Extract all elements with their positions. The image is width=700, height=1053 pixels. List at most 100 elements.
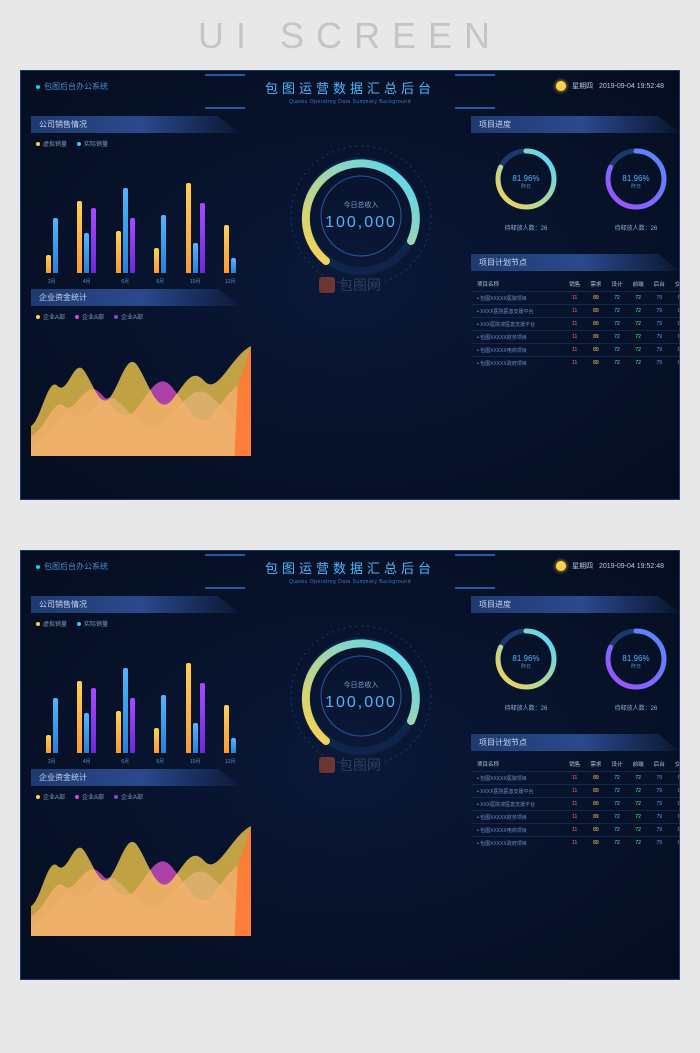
table-cell: 91	[670, 811, 680, 824]
bar	[46, 735, 51, 753]
bar-group: 4月	[77, 201, 96, 273]
gauge-label: 今日总收入	[325, 200, 397, 210]
bar-chart-panel: 公司销售情况 虚拟销量 实际销量 2月4月6月8月10月12月	[31, 116, 251, 281]
table-header: 销售	[564, 757, 585, 772]
table-cell: 11	[564, 292, 585, 305]
dashboard-header: 包图后台办公系统 包图运营数据汇总后台 Qianku Operating Dat…	[21, 71, 679, 111]
header-datetime: 星期四 2019-09-04 19:52:48	[556, 81, 664, 91]
table-cell: 91	[670, 837, 680, 850]
table-header: 后台	[649, 757, 670, 772]
table-row: 包图XXXXX电商项目118972727991	[471, 344, 680, 357]
bar	[84, 233, 89, 273]
table-cell: 包图XXXXX医院项目	[471, 772, 564, 785]
table-cell: 72	[606, 344, 627, 357]
bar	[193, 243, 198, 273]
table-header: 前端	[628, 277, 649, 292]
area-chart-legend: 企业A部 企业A部 企业A部	[31, 792, 251, 801]
gauge-value: 100,000	[325, 214, 397, 232]
table-cell: 11	[564, 344, 585, 357]
table-cell: 72	[606, 305, 627, 318]
dashboard-panel: 包图网 包图后台办公系统 包图运营数据汇总后台 Qianku Operating…	[20, 550, 680, 980]
table-cell: 79	[649, 785, 670, 798]
table-cell: 79	[649, 824, 670, 837]
table-header: 后台	[649, 277, 670, 292]
gauge-value: 100,000	[325, 694, 397, 712]
bar	[123, 188, 128, 273]
bar	[200, 683, 205, 753]
bar	[91, 208, 96, 273]
area-chart	[31, 326, 251, 456]
ring-sub: 昨日	[622, 663, 649, 670]
table-cell: 72	[606, 357, 627, 370]
table-cell: 91	[670, 798, 680, 811]
bar-group: 6月	[116, 188, 135, 273]
legend-label: 虚拟销量	[43, 139, 67, 148]
table-row: XXXX医院医患支援平台118972727991	[471, 305, 680, 318]
table-cell: 79	[649, 331, 670, 344]
table-cell: XXXX医院医患支援平台	[471, 785, 564, 798]
bar	[91, 688, 96, 753]
data-table: 项目名称销售需求设计前端后台交付包图XXXXX医院项目118972727991X…	[471, 277, 680, 369]
bar-group: 2月	[46, 218, 58, 273]
table-title: 项目计划节点	[471, 734, 680, 751]
legend-label: 实际销量	[84, 619, 108, 628]
bar	[161, 695, 166, 753]
legend-label: 实际销量	[84, 139, 108, 148]
bar-label: 2月	[48, 278, 56, 285]
table-cell: 72	[606, 824, 627, 837]
table-cell: 89	[585, 357, 606, 370]
table-cell: 72	[606, 318, 627, 331]
table-header: 交付	[670, 757, 680, 772]
bar-label: 4月	[83, 758, 91, 765]
bar-chart: 2月4月6月8月10月12月	[31, 633, 251, 753]
bar-label: 6月	[121, 758, 129, 765]
table-cell: XXX医院液医患支援平台	[471, 318, 564, 331]
table-cell: 72	[628, 318, 649, 331]
day-of-week: 星期四	[572, 561, 593, 571]
table-panel: 项目计划节点 项目名称销售需求设计前端后台交付包图XXXXX医院项目118972…	[471, 254, 680, 494]
ring-sub: 昨日	[512, 183, 539, 190]
table-cell: 72	[628, 331, 649, 344]
table-cell: 72	[628, 837, 649, 850]
table-cell: 89	[585, 331, 606, 344]
table-cell: 包图XXXXX医院项目	[471, 292, 564, 305]
table-cell: 72	[606, 292, 627, 305]
table-header: 项目名称	[471, 277, 564, 292]
progress-ring: 81.96% 昨日 待释放人数：26	[601, 624, 671, 712]
ring-sub: 昨日	[512, 663, 539, 670]
progress-ring: 81.96% 昨日 待释放人数：26	[601, 144, 671, 232]
table-cell: 89	[585, 824, 606, 837]
dashboard-panel: 包图网 包图后台办公系统 包图运营数据汇总后台 Qianku Operating…	[20, 70, 680, 500]
title-frame: 包图运营数据汇总后台 Qianku Operating Data Summary…	[235, 74, 465, 109]
ring-footer: 待释放人数：26	[491, 703, 561, 712]
table-cell: 72	[606, 798, 627, 811]
ring-percent: 81.96%	[622, 174, 649, 183]
bar	[200, 203, 205, 273]
table-row: 包图XXXXX医院项目118972727991	[471, 772, 680, 785]
bar-group: 10月	[186, 663, 205, 753]
area-chart-panel: 企业资金统计 企业A部 企业A部 企业A部	[31, 769, 251, 974]
table-cell: 11	[564, 772, 585, 785]
table-cell: 11	[564, 305, 585, 318]
area-chart-title: 企业资金统计	[31, 769, 251, 786]
bar	[123, 668, 128, 753]
table-cell: 89	[585, 785, 606, 798]
header-datetime: 星期四 2019-09-04 19:52:48	[556, 561, 664, 571]
table-cell: 91	[670, 318, 680, 331]
table-cell: 72	[628, 344, 649, 357]
progress-title: 项目进度	[471, 116, 680, 133]
bar	[46, 255, 51, 273]
page-title: 包图运营数据汇总后台	[265, 78, 435, 97]
system-name: 包图后台办公系统	[36, 561, 108, 572]
legend-label: 虚拟销量	[43, 619, 67, 628]
table-header: 前端	[628, 757, 649, 772]
table-title: 项目计划节点	[471, 254, 680, 271]
table-cell: 79	[649, 772, 670, 785]
bar	[154, 248, 159, 273]
table-row: XXX医院液医患支援平台118972727991	[471, 318, 680, 331]
table-cell: 11	[564, 798, 585, 811]
table-cell: 包图XXXXX政府项目	[471, 357, 564, 370]
bar-chart-panel: 公司销售情况 虚拟销量 实际销量 2月4月6月8月10月12月	[31, 596, 251, 761]
ring-footer: 待释放人数：26	[601, 703, 671, 712]
bar-label: 8月	[156, 758, 164, 765]
